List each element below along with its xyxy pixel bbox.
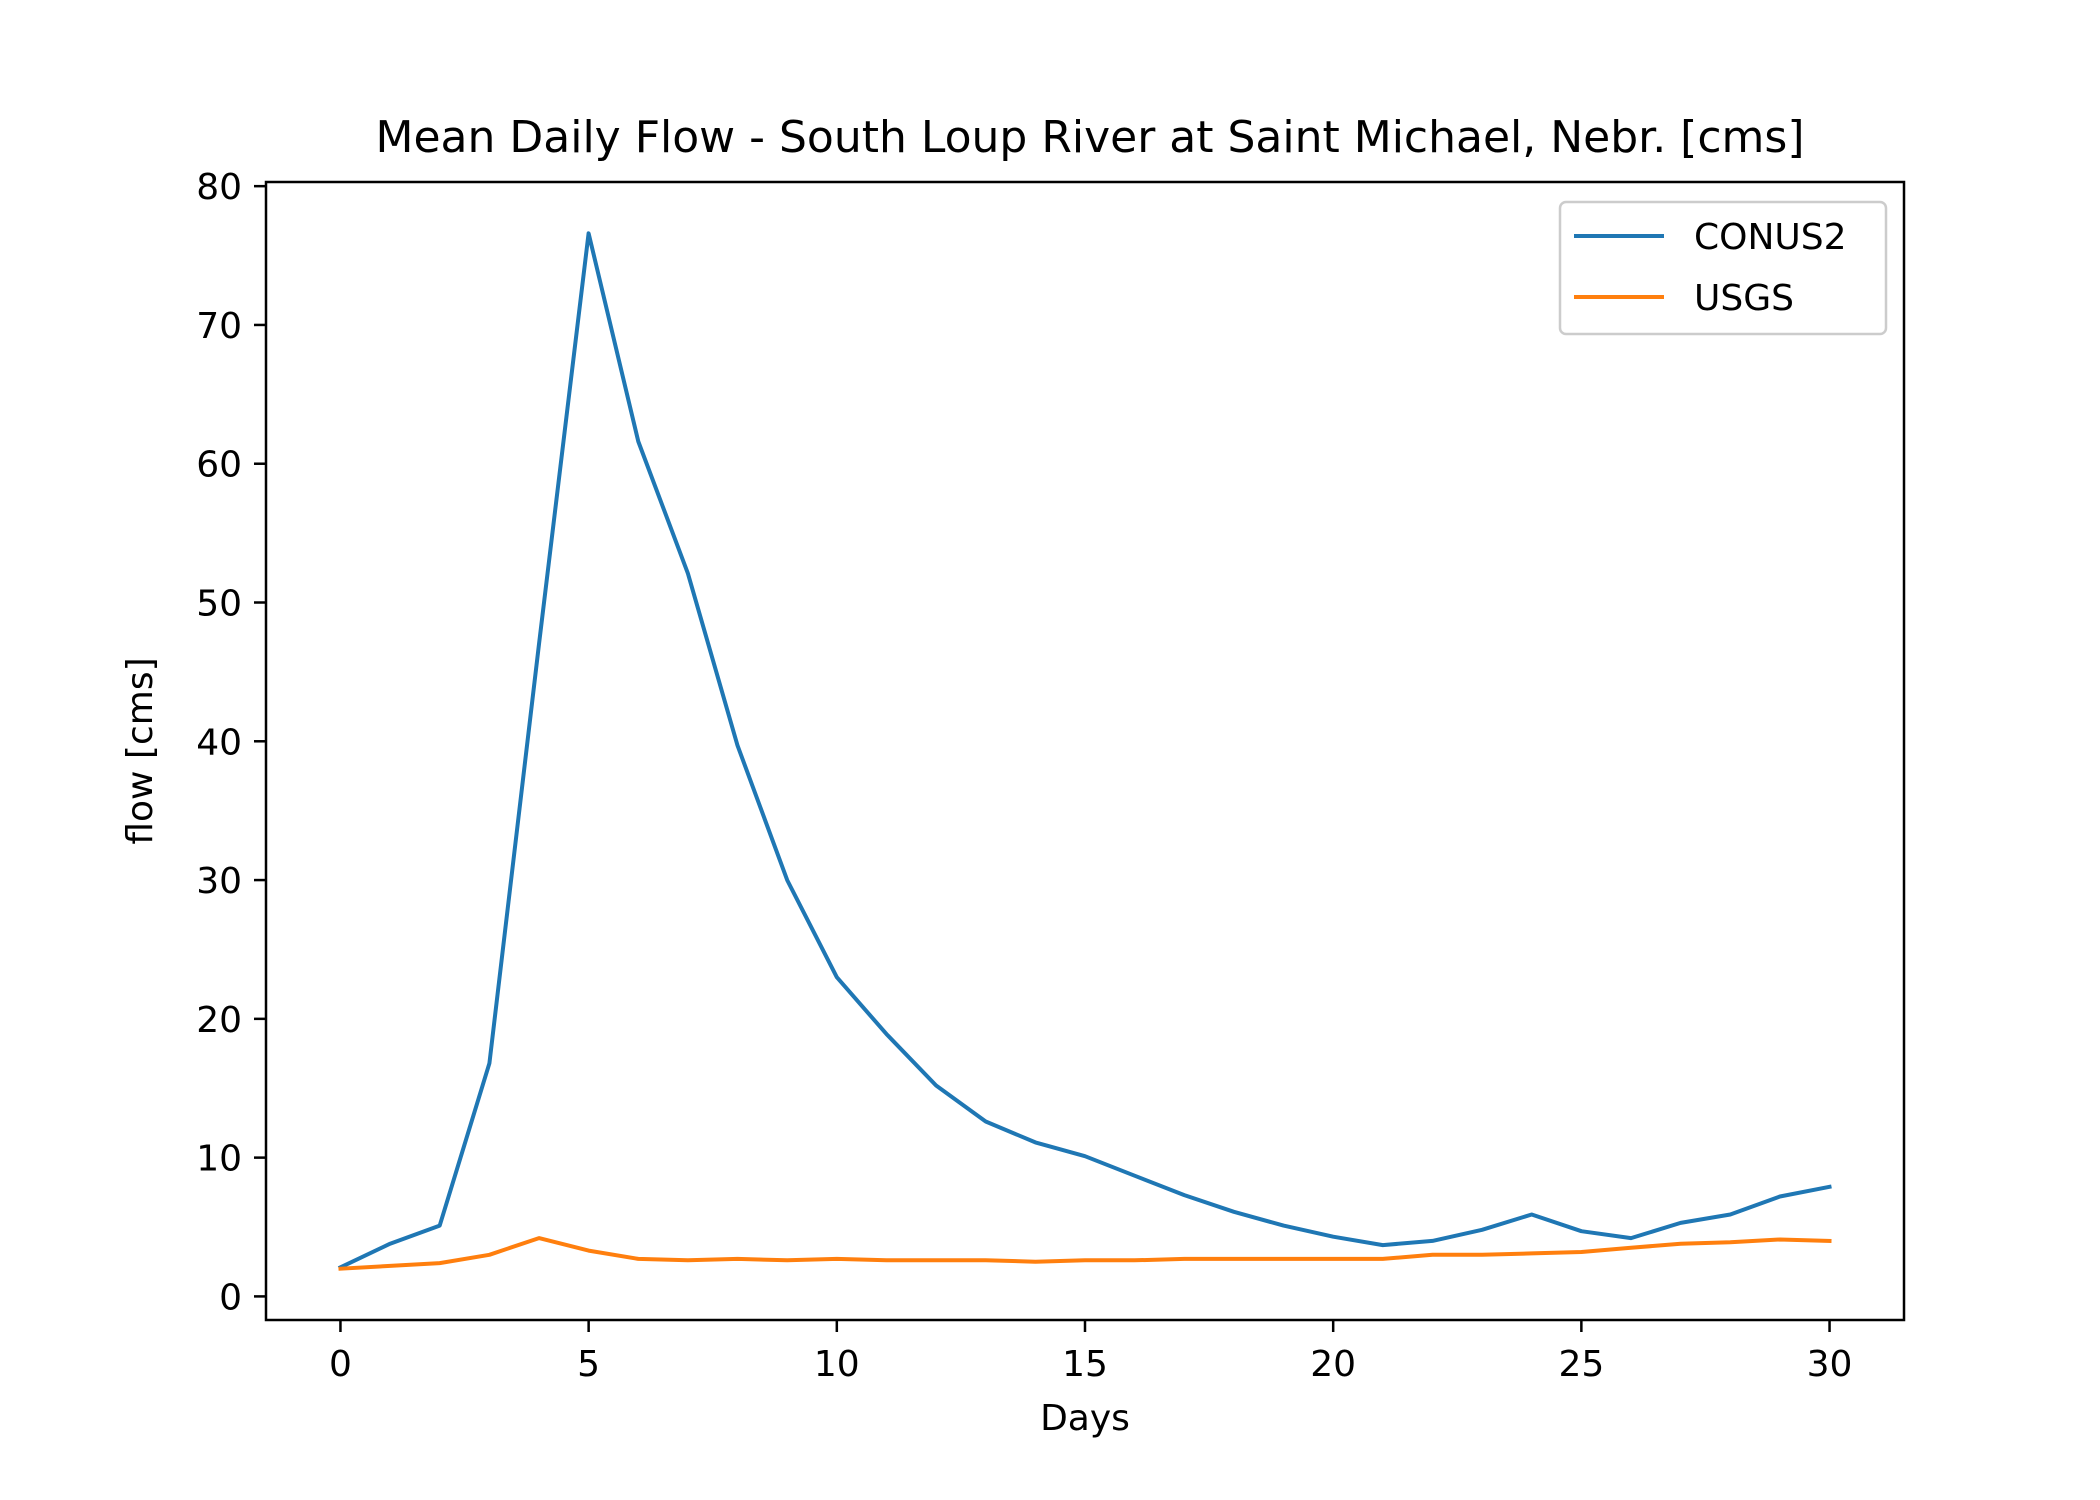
y-tick-label: 10 [196, 1139, 242, 1180]
series-line-conus2 [337, 231, 1832, 1270]
y-tick-label: 40 [196, 722, 242, 763]
y-tick-label: 80 [196, 167, 242, 208]
series-lines [337, 231, 1832, 1271]
y-tick-label: 20 [196, 1000, 242, 1041]
x-tick-label: 0 [329, 1344, 352, 1385]
plot-frame [264, 180, 1906, 1322]
y-axis-ticks: 0 10 20 30 40 50 60 70 80 [196, 167, 266, 1318]
y-tick-label: 50 [196, 584, 242, 625]
legend-label: CONUS2 [1694, 217, 1847, 258]
y-tick-label: 0 [219, 1277, 242, 1318]
y-tick-label: 60 [196, 445, 242, 486]
x-tick-label: 25 [1558, 1344, 1604, 1385]
series-line-usgs [338, 1236, 1832, 1271]
x-tick-label: 15 [1062, 1344, 1108, 1385]
y-tick-label: 30 [196, 861, 242, 902]
x-axis-ticks: 0 5 10 15 20 25 30 [329, 1320, 1852, 1385]
x-tick-label: 30 [1807, 1344, 1853, 1385]
y-axis-label: flow [cms] [120, 657, 161, 844]
x-tick-label: 20 [1310, 1344, 1356, 1385]
legend: CONUS2 USGS [1558, 200, 1888, 336]
x-axis-label: Days [1040, 1398, 1130, 1439]
x-tick-label: 5 [577, 1344, 600, 1385]
chart-title: Mean Daily Flow - South Loup River at Sa… [376, 112, 1805, 163]
y-tick-label: 70 [196, 306, 242, 347]
x-tick-label: 10 [814, 1344, 860, 1385]
legend-label: USGS [1694, 278, 1794, 319]
